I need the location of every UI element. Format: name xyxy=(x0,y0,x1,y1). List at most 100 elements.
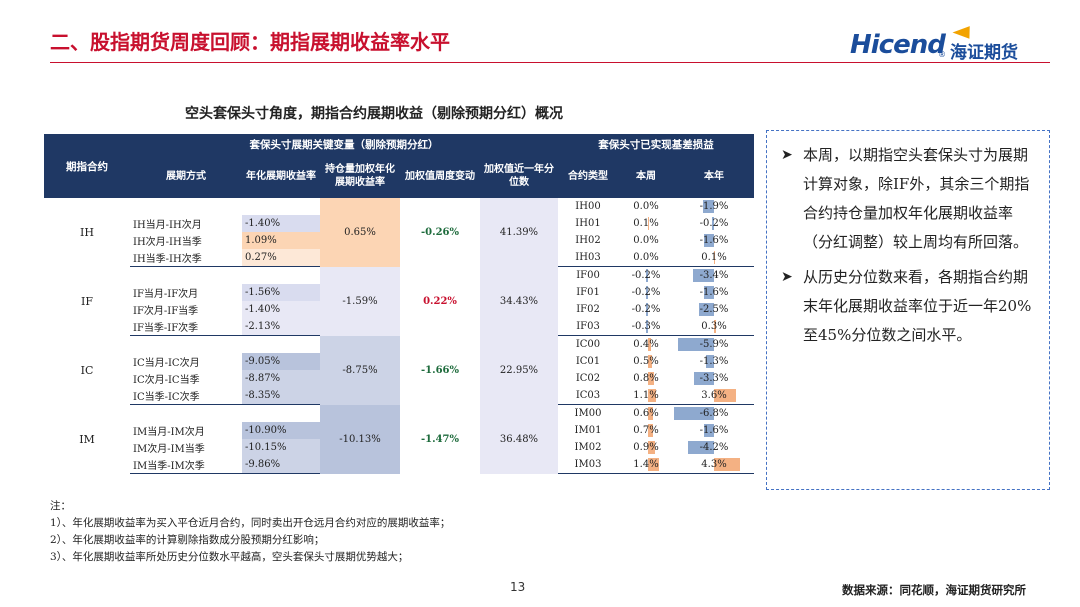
percentile: 22.95% xyxy=(480,335,558,405)
pair-label: IC当月-IC次月 xyxy=(133,358,200,369)
commentary-item: ➤ 本周，以期指空头套保头寸为展期计算对象，除IF外，其余三个期指合约持仓量加权… xyxy=(777,141,1039,257)
year-pnl: -1.6% xyxy=(699,286,729,299)
table-caption: 空头套保头寸角度，期指合约展期收益（剔除预期分红）概况 xyxy=(185,106,563,122)
week-pnl: 0.4% xyxy=(633,338,659,351)
week-pnl: 1.1% xyxy=(618,387,674,405)
pair-rate: -1.56% xyxy=(242,284,320,301)
year-pnl: -1.6% xyxy=(699,424,729,437)
pair-label: IF当季-IF次季 xyxy=(130,318,242,336)
week-pnl: 0.8% xyxy=(633,372,659,385)
table-row: IC当季-IC次季 -8.35% IC03 1.1% 3.6% xyxy=(44,387,754,405)
header-roll-method: 展期方式 xyxy=(130,154,242,198)
percentile: 34.43% xyxy=(480,266,558,336)
pair-label: IM次月-IM当季 xyxy=(133,444,205,455)
logo-swoosh-icon xyxy=(952,21,974,39)
year-bar xyxy=(714,251,715,264)
contract-code: IF03 xyxy=(558,318,618,336)
table-row: IM -10.13% -1.47% 36.48% IM00 0.6% -6.8% xyxy=(44,404,754,474)
contract-code: IM03 xyxy=(558,456,618,474)
group-name: IC xyxy=(80,363,94,377)
week-bar xyxy=(646,286,648,299)
year-pnl: 3.6% xyxy=(674,387,754,405)
contract-code: IM00 xyxy=(574,408,602,419)
year-bar xyxy=(714,458,741,471)
week-bar xyxy=(648,389,657,402)
week-pnl: -0.2% xyxy=(631,269,661,282)
year-pnl: -1.9% xyxy=(699,200,729,213)
pair-rate: -8.35% xyxy=(242,387,320,405)
year-pnl: -6.8% xyxy=(674,405,754,423)
week-bar xyxy=(646,303,648,316)
week-bar xyxy=(648,424,654,437)
week-pnl: 0.5% xyxy=(633,355,659,368)
weighted-rate: -1.59% xyxy=(320,266,400,336)
group-name: IM xyxy=(79,432,95,446)
contract-code: IC03 xyxy=(558,387,618,405)
contract-code: IC00 xyxy=(575,339,601,350)
table-row: IC次月-IC当季 -8.87% IC02 0.8% -3.3% xyxy=(44,370,754,387)
data-source: 数据来源：同花顺，海证期货研究所 xyxy=(842,583,1026,597)
pair-label: IC当季-IC次季 xyxy=(130,387,242,405)
weighted-rate: -8.75% xyxy=(320,335,400,405)
table-row: IM当月-IM次月 -10.90% IM01 0.7% -1.6% xyxy=(44,422,754,439)
percentile: 41.39% xyxy=(480,198,558,267)
commentary-item: ➤ 从历史分位数来看，各期指合约期末年化展期收益率位于近一年20%至45%分位数… xyxy=(777,263,1039,350)
contract-code: IC01 xyxy=(575,356,601,367)
pair-label: IF次月-IF当季 xyxy=(133,306,199,317)
week-bar xyxy=(648,458,659,471)
header-weighted-rate: 持仓量加权年化展期收益率 xyxy=(320,154,400,198)
pair-label: IC次月-IC当季 xyxy=(133,375,200,386)
weekly-change: 0.22% xyxy=(423,295,457,307)
week-pnl: 0.9% xyxy=(633,441,659,454)
arrow-bullet-icon: ➤ xyxy=(781,269,793,285)
table-row: IH当季-IH次季 0.27% IH03 0.0% 0.1% xyxy=(44,249,754,267)
contract-code: IH01 xyxy=(575,218,601,229)
table-row: IH次月-IH当季 1.09% IH02 0.0% -1.6% xyxy=(44,232,754,249)
footnote-line: 3）、年化展期收益率所处历史分位数水平越高，空头套保头寸展期优势越大； xyxy=(50,551,409,563)
table-row: IF -1.59% 0.22% 34.43% IF00 -0.2% -3.4% xyxy=(44,266,754,336)
header-this-year: 本年 xyxy=(674,154,754,198)
weighted-rate: 0.65% xyxy=(320,198,400,267)
week-pnl: 0.1% xyxy=(633,217,659,230)
week-pnl: 0.0% xyxy=(618,249,674,267)
year-bar xyxy=(694,372,714,385)
table-row: IF次月-IF当季 -1.40% IF02 -0.2% -2.5% xyxy=(44,301,754,318)
pair-rate: 1.09% xyxy=(242,232,320,249)
pair-label: IF当月-IF次月 xyxy=(133,289,199,300)
year-pnl: -5.9% xyxy=(674,336,754,354)
header-percentile: 加权值近一年分位数 xyxy=(480,154,558,198)
year-bar xyxy=(693,269,714,282)
contract-code: IC02 xyxy=(575,373,601,384)
week-pnl: -0.2% xyxy=(631,286,661,299)
weekly-change: -1.47% xyxy=(420,433,459,445)
group-name: IH xyxy=(80,225,94,239)
week-bar xyxy=(646,269,648,282)
year-pnl: -3.4% xyxy=(674,267,754,285)
year-bar xyxy=(704,286,714,299)
week-pnl: 1.4% xyxy=(618,456,674,474)
year-pnl: 0.3% xyxy=(674,318,754,336)
week-bar xyxy=(648,407,653,420)
pair-rate: -10.90% xyxy=(242,422,320,439)
week-bar xyxy=(648,372,654,385)
pair-label: IM当月-IM次月 xyxy=(133,427,205,438)
header-basis-pnl: 套保头寸已实现基差损益 xyxy=(558,134,754,154)
pair-rate: -9.05% xyxy=(242,353,320,370)
pair-label: IH当季-IH次季 xyxy=(130,249,242,267)
footnote-line: 1）、年化展期收益率为买入平仓近月合约，同时卖出开仓远月合约对应的展期收益率； xyxy=(50,517,451,529)
contract-code: IH00 xyxy=(575,201,601,212)
header-contract: 期指合约 xyxy=(44,134,130,198)
roll-yield-table: 期指合约 套保头寸展期关键变量（剔除预期分红） 套保头寸已实现基差损益 展期方式… xyxy=(44,134,754,474)
pair-label: IH次月-IH当季 xyxy=(133,237,202,248)
header-weekly-change: 加权值周度变动 xyxy=(400,154,480,198)
table-row: IM次月-IM当季 -10.15% IM02 0.9% -4.2% xyxy=(44,439,754,456)
table-row: IC -8.75% -1.66% 22.95% IC00 0.4% -5.9% xyxy=(44,335,754,405)
pair-rate: -8.87% xyxy=(242,370,320,387)
year-bar xyxy=(678,338,714,351)
week-bar xyxy=(645,320,648,333)
contract-code: IF01 xyxy=(576,287,600,298)
year-bar xyxy=(714,320,716,333)
table-row: IF当月-IF次月 -1.56% IF01 -0.2% -1.6% xyxy=(44,284,754,301)
year-pnl: 4.3% xyxy=(674,456,754,474)
percentile: 36.48% xyxy=(480,404,558,474)
